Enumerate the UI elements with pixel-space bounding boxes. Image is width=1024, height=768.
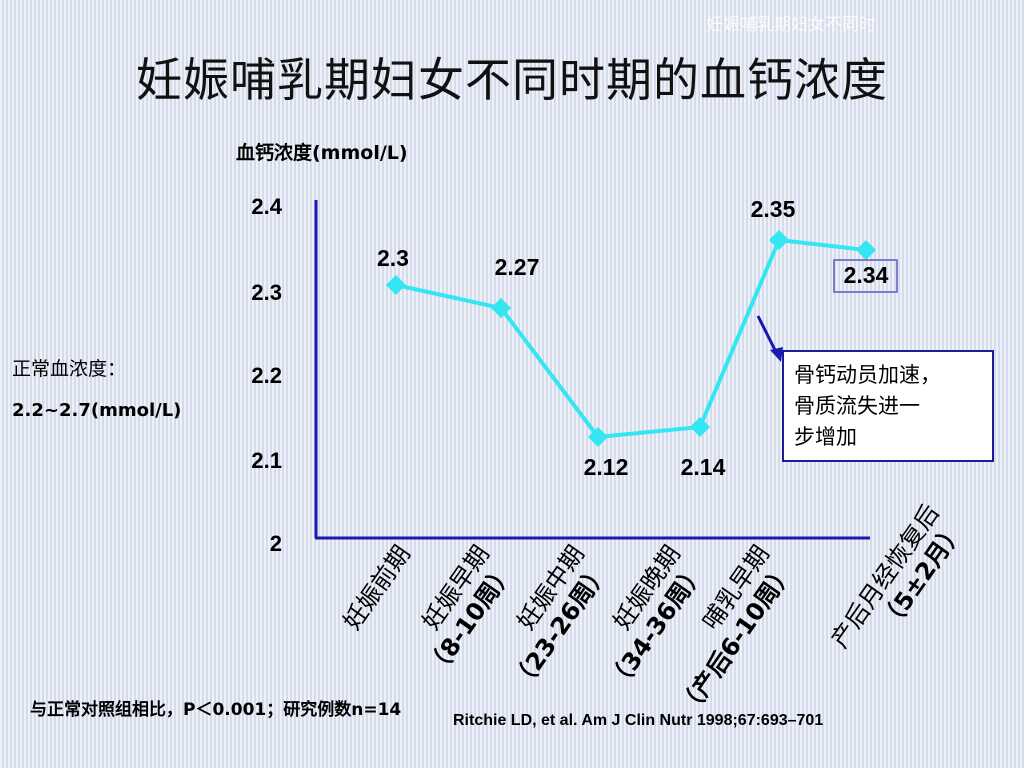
y-tick-label: 2.4 [251,194,282,219]
data-point-marker [690,417,710,437]
x-category-label: 妊娠早期（8-10周） [417,540,520,681]
category-name: 妊娠前期 [338,540,416,635]
corner-watermark-text: 妊娠哺乳期妇女不同时 [706,15,876,35]
data-point-marker [588,427,608,447]
y-tick-label: 2 [270,531,282,556]
annotation-line-2: 骨质流失进一 [794,394,920,418]
data-label: 2.35 [751,196,796,222]
highlight-box [833,259,898,293]
series-line [395,237,867,440]
data-point-marker [856,240,876,260]
slide-title: 妊娠哺乳期妇女不同时期的血钙浓度 [136,53,888,107]
data-label: 2.3 [377,245,409,271]
data-labels: 2.3 2.27 2.12 2.14 2.35 2.34 [377,196,889,480]
data-label: 2.14 [681,454,726,480]
y-tick-label: 2.1 [251,448,282,473]
data-label: 2.34 [844,262,889,288]
data-point-marker [491,298,511,318]
series-markers [386,230,876,447]
annotation-line-3: 步增加 [794,425,857,449]
note-arrow-head [770,347,783,362]
x-category-label: 产后月经恢复后（5±2月） [826,499,970,653]
data-label: 2.12 [584,454,629,480]
data-point-marker [769,230,789,250]
data-point-marker [386,275,406,295]
note-arrow [756,315,779,355]
data-label: 2.27 [495,254,540,280]
y-tick-label: 2.3 [251,280,282,305]
x-category-labels: 妊娠前期 妊娠早期（8-10周）妊娠中期（23-26周）妊娠晚期（34-36周）哺… [338,499,970,721]
citation: Ritchie LD, et al. Am J Clin Nutr 1998;6… [453,712,824,729]
x-category-label: 妊娠前期 [338,540,416,635]
y-tick-label: 2.2 [251,363,282,388]
y-axis-unit-label: 血钙浓度(mmol/L) [236,142,408,164]
normal-level-label: 正常血浓度： [12,358,127,380]
y-tick-labels: 2 2.1 2.2 2.3 2.4 [251,194,282,556]
annotation-line-1: 骨钙动员加速， [794,363,941,387]
footnote: 与正常对照组相比，P＜0.001；研究例数n=14 [30,700,402,720]
normal-level-range: 2.2~2.7(mmol/L) [12,400,182,421]
annotation-box: 骨钙动员加速， 骨质流失进一 步增加 [782,350,994,462]
